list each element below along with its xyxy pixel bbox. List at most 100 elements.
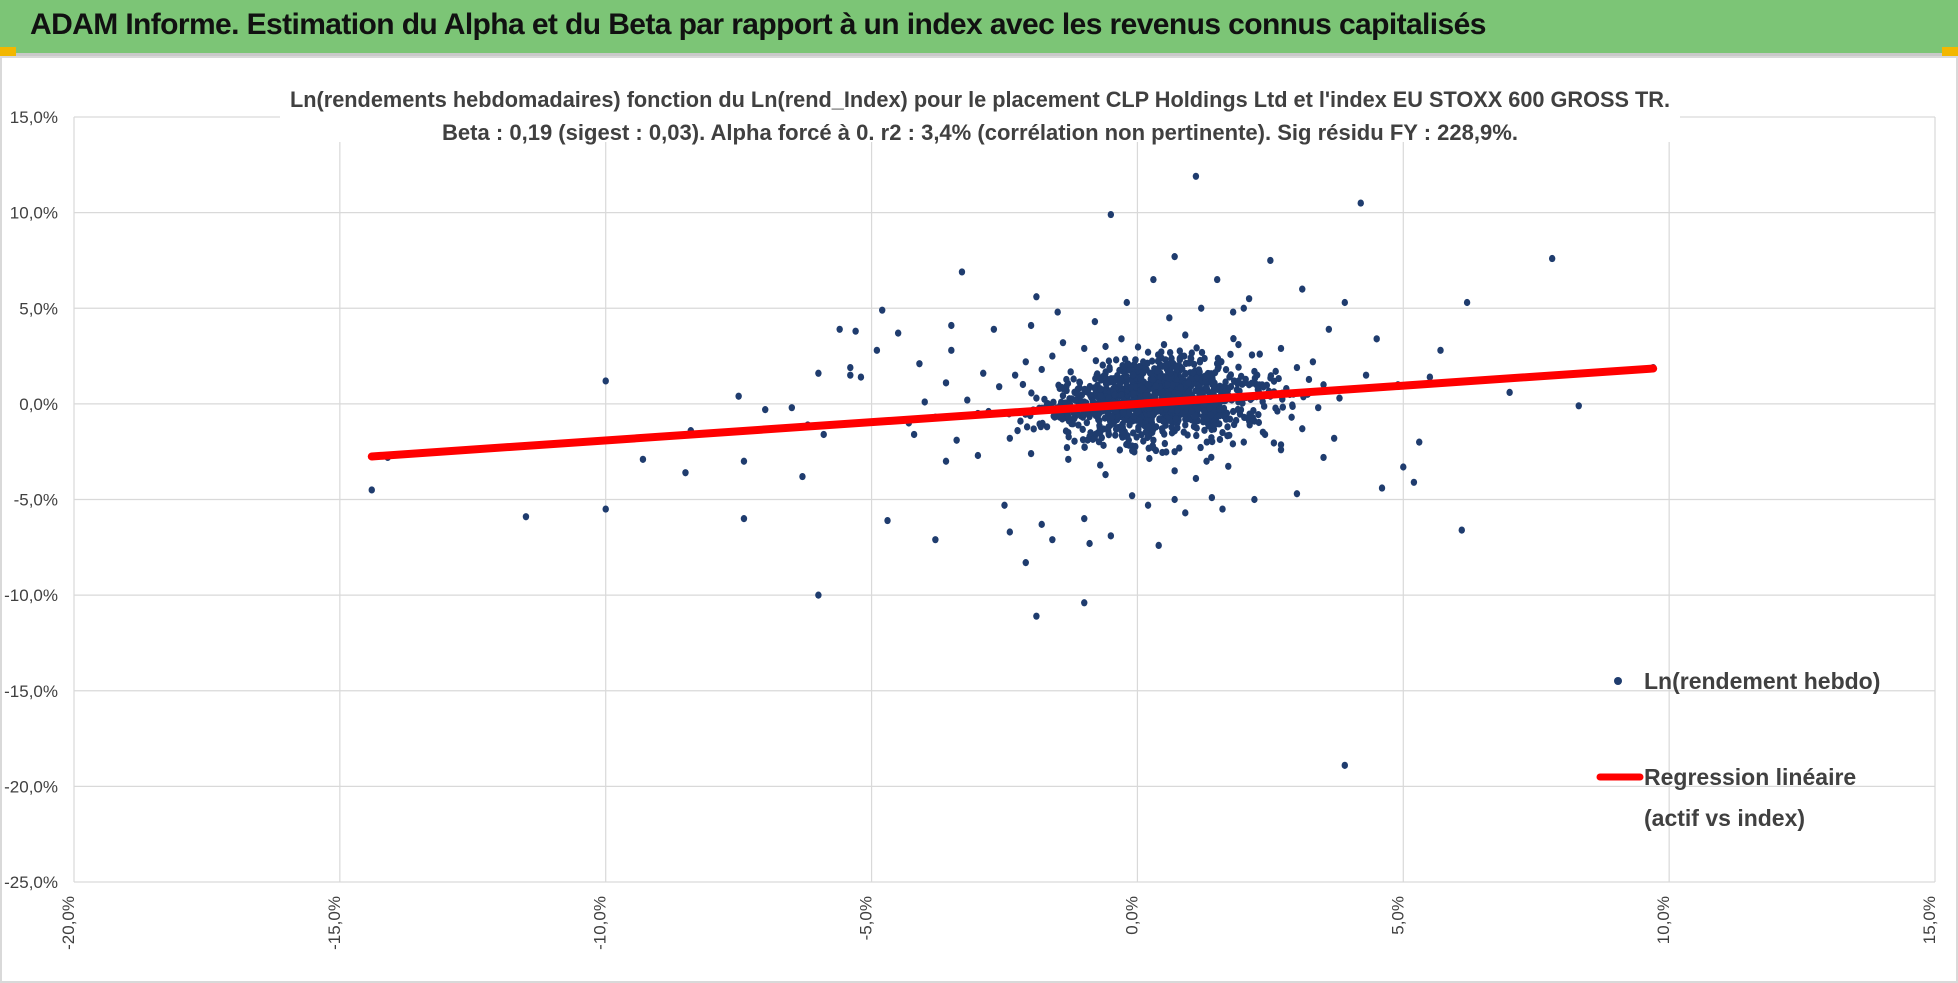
data-point bbox=[1135, 407, 1142, 415]
data-point bbox=[799, 472, 806, 481]
data-point bbox=[1161, 439, 1169, 448]
data-point bbox=[1188, 349, 1195, 357]
data-point bbox=[1154, 407, 1161, 415]
data-point bbox=[1242, 378, 1249, 387]
data-point bbox=[1105, 429, 1112, 437]
data-point bbox=[1174, 390, 1182, 398]
data-point bbox=[1038, 520, 1045, 528]
data-point bbox=[1043, 423, 1051, 431]
data-point bbox=[1001, 501, 1008, 509]
data-point bbox=[1220, 404, 1228, 412]
data-point bbox=[1231, 377, 1238, 385]
data-point bbox=[740, 515, 748, 523]
data-point bbox=[1226, 431, 1233, 439]
data-point bbox=[1277, 446, 1285, 454]
data-point bbox=[1336, 394, 1343, 402]
data-point bbox=[1270, 439, 1278, 447]
scatter-chart: 15,0%10,0%5,0%0,0%-5,0%-10,0%-15,0%-20,0… bbox=[4, 84, 1939, 950]
data-point bbox=[1426, 373, 1434, 381]
data-point bbox=[1037, 423, 1045, 431]
data-point bbox=[1373, 335, 1380, 343]
data-point bbox=[1142, 392, 1149, 400]
data-point bbox=[1050, 412, 1057, 420]
data-point bbox=[1136, 417, 1144, 425]
data-point bbox=[1210, 379, 1218, 387]
data-point bbox=[735, 392, 742, 400]
data-point bbox=[1341, 298, 1348, 307]
data-point bbox=[1272, 367, 1279, 375]
data-point bbox=[1112, 431, 1119, 439]
data-point bbox=[1201, 354, 1208, 363]
data-point bbox=[1097, 385, 1104, 393]
data-point bbox=[1277, 344, 1285, 353]
data-point bbox=[1299, 425, 1306, 433]
data-point bbox=[1168, 405, 1175, 414]
data-point bbox=[1378, 484, 1386, 492]
data-point bbox=[820, 430, 827, 439]
data-point bbox=[932, 536, 939, 544]
data-point bbox=[1185, 387, 1193, 395]
data-point bbox=[1075, 421, 1082, 429]
data-point bbox=[1114, 371, 1121, 380]
data-point bbox=[602, 505, 609, 513]
data-point bbox=[1006, 434, 1014, 442]
data-point bbox=[639, 455, 647, 463]
data-point bbox=[1255, 411, 1262, 419]
data-point bbox=[1230, 335, 1237, 343]
data-point bbox=[1182, 509, 1189, 517]
data-point bbox=[1108, 413, 1116, 421]
data-point bbox=[1102, 471, 1109, 479]
data-point bbox=[1148, 357, 1156, 365]
data-point bbox=[1208, 438, 1216, 446]
data-point bbox=[1463, 298, 1471, 307]
data-point bbox=[1149, 375, 1156, 383]
data-point bbox=[1011, 371, 1019, 379]
data-point bbox=[1144, 380, 1152, 389]
data-point bbox=[1227, 383, 1235, 391]
data-point bbox=[1049, 536, 1056, 544]
data-point bbox=[1222, 387, 1229, 396]
data-point bbox=[1163, 448, 1170, 456]
data-point bbox=[1205, 422, 1212, 430]
data-point bbox=[1087, 391, 1094, 399]
data-point bbox=[1256, 350, 1263, 358]
data-point bbox=[910, 430, 918, 439]
chart-title-line1: Ln(rendements hebdomadaires) fonction du… bbox=[290, 87, 1670, 112]
data-point bbox=[1288, 413, 1295, 421]
data-point bbox=[1166, 348, 1174, 357]
data-point bbox=[1190, 360, 1198, 368]
data-point bbox=[1079, 410, 1087, 418]
data-point bbox=[1171, 448, 1178, 456]
data-point bbox=[1277, 441, 1285, 449]
data-point bbox=[1151, 390, 1159, 399]
data-point bbox=[1084, 436, 1091, 444]
data-point bbox=[1216, 412, 1223, 420]
data-point bbox=[1064, 379, 1072, 388]
data-point bbox=[1033, 394, 1040, 402]
data-point bbox=[1198, 304, 1205, 312]
data-point bbox=[953, 436, 960, 444]
data-point bbox=[1033, 293, 1040, 301]
banner-corner-right bbox=[1942, 47, 1958, 56]
data-point bbox=[1063, 443, 1071, 452]
data-point bbox=[1144, 348, 1152, 356]
data-point bbox=[1251, 367, 1258, 376]
data-point bbox=[1096, 416, 1103, 425]
data-point bbox=[1106, 363, 1113, 372]
data-point bbox=[1120, 408, 1127, 417]
data-point bbox=[1229, 308, 1237, 316]
data-point bbox=[1246, 421, 1253, 429]
data-point bbox=[1245, 295, 1253, 303]
data-point bbox=[1237, 372, 1245, 380]
data-point bbox=[1437, 346, 1444, 354]
data-point bbox=[1093, 371, 1100, 379]
data-point bbox=[1162, 405, 1169, 413]
data-point bbox=[1267, 372, 1275, 380]
data-point bbox=[847, 363, 854, 372]
data-point bbox=[852, 327, 859, 335]
data-point bbox=[1192, 172, 1200, 180]
data-point bbox=[815, 591, 822, 599]
data-point bbox=[1225, 462, 1232, 470]
data-point bbox=[884, 516, 891, 525]
data-point bbox=[1027, 321, 1035, 330]
